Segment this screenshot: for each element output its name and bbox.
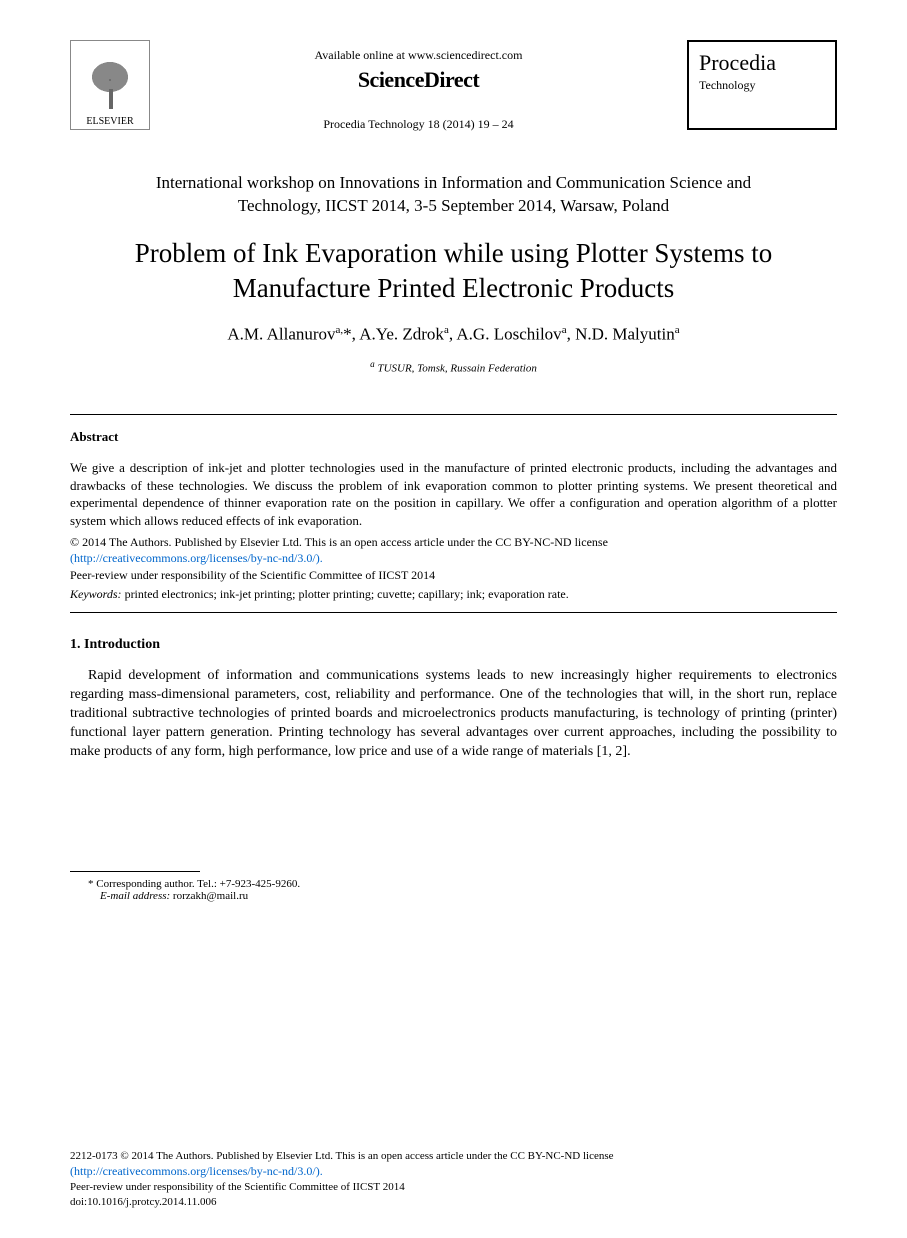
workshop-info: International workshop on Innovations in… — [70, 172, 837, 218]
footer-peer-review: Peer-review under responsibility of the … — [70, 1181, 405, 1193]
abstract-heading: Abstract — [70, 429, 837, 445]
paper-title: Problem of Ink Evaporation while using P… — [70, 236, 837, 306]
elsevier-tree-icon — [80, 56, 140, 116]
sciencedirect-logo-text: ScienceDirect — [150, 67, 687, 93]
keywords: Keywords: printed electronics; ink-jet p… — [70, 587, 837, 602]
email-label: E-mail address: — [100, 890, 170, 902]
author-1-mark: * — [343, 325, 352, 344]
footer-issn: 2212-0173 © 2014 The Authors. Published … — [70, 1150, 614, 1162]
section-1-heading: 1. Introduction — [70, 637, 837, 653]
elsevier-logo: ELSEVIER — [70, 40, 150, 130]
author-3: , A.G. Loschilov — [449, 325, 562, 344]
author-4: , N.D. Malyutin — [567, 325, 675, 344]
elsevier-label: ELSEVIER — [86, 116, 133, 127]
page-footer: 2212-0173 © 2014 The Authors. Published … — [70, 1149, 837, 1210]
header-row: ELSEVIER Available online at www.science… — [70, 40, 837, 132]
workshop-line2: Technology, IICST 2014, 3-5 September 20… — [238, 196, 669, 215]
keywords-label: Keywords: — [70, 587, 122, 601]
copyright-block: © 2014 The Authors. Published by Elsevie… — [70, 534, 837, 566]
copyright-line1: © 2014 The Authors. Published by Elsevie… — [70, 535, 608, 549]
corresponding-email: E-mail address: rorzakh@mail.ru — [70, 890, 837, 902]
title-line2: Manufacture Printed Electronic Products — [233, 273, 675, 303]
procedia-title: Procedia — [699, 50, 825, 76]
rule-bottom — [70, 612, 837, 613]
center-header: Available online at www.sciencedirect.co… — [150, 40, 687, 132]
procedia-subtitle: Technology — [699, 78, 825, 93]
corresponding-author: * Corresponding author. Tel.: +7-923-425… — [70, 878, 837, 890]
footnote-rule — [70, 871, 200, 872]
author-2: , A.Ye. Zdrok — [352, 325, 444, 344]
journal-reference: Procedia Technology 18 (2014) 19 – 24 — [150, 117, 687, 132]
peer-review: Peer-review under responsibility of the … — [70, 568, 837, 583]
keywords-text: printed electronics; ink-jet printing; p… — [122, 587, 569, 601]
procedia-box: Procedia Technology — [687, 40, 837, 130]
introduction-body: Rapid development of information and com… — [70, 667, 837, 761]
available-online-text: Available online at www.sciencedirect.co… — [150, 48, 687, 63]
abstract-body: We give a description of ink-jet and plo… — [70, 459, 837, 529]
affiliation-text: TUSUR, Tomsk, Russain Federation — [375, 362, 537, 374]
footer-doi: doi:10.1016/j.protcy.2014.11.006 — [70, 1196, 216, 1208]
author-4-sup: a — [675, 324, 680, 336]
workshop-line1: International workshop on Innovations in… — [156, 173, 751, 192]
affiliation: a TUSUR, Tomsk, Russain Federation — [70, 359, 837, 375]
author-1: A.M. Allanurov — [227, 325, 335, 344]
authors-list: A.M. Allanurova,*, A.Ye. Zdroka, A.G. Lo… — [70, 324, 837, 345]
email-value: rorzakh@mail.ru — [170, 890, 248, 902]
footer-license-link[interactable]: (http://creativecommons.org/licenses/by-… — [70, 1164, 323, 1178]
title-line1: Problem of Ink Evaporation while using P… — [135, 238, 772, 268]
license-link[interactable]: (http://creativecommons.org/licenses/by-… — [70, 551, 323, 565]
rule-top — [70, 414, 837, 415]
